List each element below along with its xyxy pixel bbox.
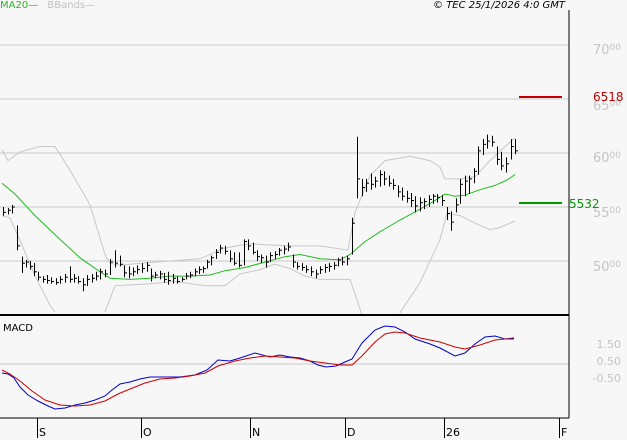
macd-tick-050: 0.50: [596, 355, 622, 368]
y-tick-5000: 5000: [593, 260, 621, 275]
y-tick-7000: 7000: [593, 43, 621, 58]
x-tick-nov: N: [252, 426, 261, 439]
price-gridlines: [0, 44, 569, 262]
legend: MA20— BBands—: [0, 0, 95, 12]
x-axis-ticks: [37, 418, 560, 438]
y-tick-6500: 6500: [593, 99, 621, 114]
support-level-label: 5532: [569, 197, 600, 211]
x-tick-dec: D: [347, 426, 356, 439]
y-tick-6000: 6000: [593, 151, 621, 166]
macd-lines: [1, 325, 515, 410]
x-tick-oct: O: [143, 426, 152, 439]
resistance-level-label: 6518: [593, 90, 624, 104]
x-tick-jan26: 26: [446, 426, 460, 439]
price-indicator-lines: [1, 137, 516, 316]
legend-ma20: MA20—: [0, 0, 39, 11]
ohlc-bars: [3, 134, 518, 292]
macd-tick-150: 1.50: [596, 338, 622, 351]
macd-title: MACD: [3, 323, 33, 334]
copyright-timestamp: © TEC 25/1/2026 4:0 GMT: [433, 0, 565, 11]
legend-bbands: BBands—: [47, 0, 96, 11]
x-tick-feb: F: [561, 426, 568, 439]
macd-tick-neg050: -0.50: [592, 372, 621, 385]
x-tick-sep: S: [39, 426, 46, 439]
y-tick-5500: 5500: [593, 206, 621, 221]
